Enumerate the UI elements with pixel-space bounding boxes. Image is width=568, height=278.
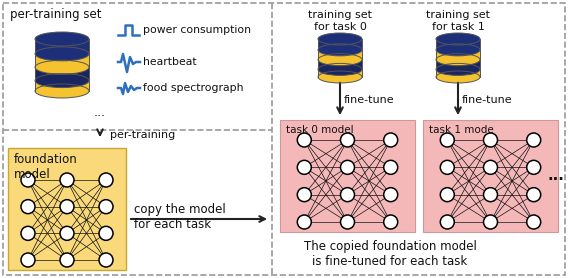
Text: power consumption: power consumption (143, 25, 251, 35)
Text: food spectrograph: food spectrograph (143, 83, 244, 93)
Polygon shape (35, 39, 89, 54)
Ellipse shape (318, 54, 362, 66)
Text: ...: ... (94, 106, 106, 120)
Circle shape (384, 160, 398, 174)
Circle shape (99, 200, 113, 214)
Circle shape (483, 215, 498, 229)
Ellipse shape (35, 74, 89, 88)
Text: training set
for task 0: training set for task 0 (308, 10, 372, 32)
Polygon shape (436, 39, 480, 50)
Ellipse shape (318, 63, 362, 75)
Circle shape (483, 133, 498, 147)
Text: per-training: per-training (110, 130, 176, 140)
Polygon shape (318, 39, 362, 50)
Circle shape (340, 160, 354, 174)
Text: ...: ... (548, 168, 565, 182)
Circle shape (297, 215, 311, 229)
Polygon shape (436, 50, 480, 59)
FancyBboxPatch shape (8, 148, 126, 270)
Ellipse shape (436, 71, 480, 83)
Text: The copied foundation model
is fine-tuned for each task: The copied foundation model is fine-tune… (303, 240, 477, 268)
Ellipse shape (436, 54, 480, 66)
Polygon shape (35, 81, 89, 91)
Circle shape (297, 160, 311, 174)
Circle shape (60, 226, 74, 240)
Circle shape (483, 188, 498, 202)
Circle shape (384, 188, 398, 202)
Ellipse shape (436, 63, 480, 75)
Circle shape (340, 133, 354, 147)
Circle shape (440, 160, 454, 174)
Circle shape (483, 160, 498, 174)
Polygon shape (436, 70, 480, 77)
Text: training set
for task 1: training set for task 1 (426, 10, 490, 32)
Ellipse shape (436, 54, 480, 66)
FancyBboxPatch shape (423, 120, 558, 232)
Ellipse shape (436, 33, 480, 45)
Circle shape (440, 133, 454, 147)
Circle shape (297, 188, 311, 202)
Polygon shape (318, 59, 362, 70)
Ellipse shape (35, 84, 89, 98)
Ellipse shape (318, 44, 362, 56)
Circle shape (340, 215, 354, 229)
Text: copy the model
for each task: copy the model for each task (134, 203, 225, 231)
Circle shape (340, 188, 354, 202)
Polygon shape (35, 54, 89, 67)
Polygon shape (318, 70, 362, 77)
Circle shape (99, 226, 113, 240)
Ellipse shape (35, 47, 89, 61)
Circle shape (60, 253, 74, 267)
Text: per-training set: per-training set (10, 8, 102, 21)
Ellipse shape (35, 47, 89, 61)
Text: task 1 mode: task 1 mode (429, 125, 494, 135)
Ellipse shape (35, 32, 89, 46)
Circle shape (60, 173, 74, 187)
Circle shape (384, 133, 398, 147)
Text: fine-tune: fine-tune (344, 95, 395, 105)
Circle shape (527, 188, 541, 202)
Circle shape (527, 160, 541, 174)
Circle shape (21, 173, 35, 187)
Polygon shape (35, 67, 89, 81)
Ellipse shape (318, 33, 362, 45)
Ellipse shape (318, 71, 362, 83)
Circle shape (440, 188, 454, 202)
Text: task 0 model: task 0 model (286, 125, 354, 135)
Circle shape (297, 133, 311, 147)
Circle shape (527, 133, 541, 147)
Circle shape (99, 173, 113, 187)
Ellipse shape (436, 44, 480, 56)
Ellipse shape (318, 54, 362, 66)
Ellipse shape (35, 74, 89, 88)
Ellipse shape (436, 63, 480, 75)
FancyBboxPatch shape (280, 120, 415, 232)
Circle shape (527, 215, 541, 229)
Circle shape (440, 215, 454, 229)
Circle shape (21, 200, 35, 214)
Ellipse shape (318, 63, 362, 75)
Circle shape (384, 215, 398, 229)
Circle shape (60, 200, 74, 214)
Polygon shape (318, 50, 362, 59)
Text: fine-tune: fine-tune (462, 95, 513, 105)
Polygon shape (436, 59, 480, 70)
Text: heartbeat: heartbeat (143, 57, 197, 67)
Circle shape (21, 226, 35, 240)
Text: foundation
model: foundation model (14, 153, 78, 181)
Ellipse shape (35, 60, 89, 74)
Circle shape (99, 253, 113, 267)
Ellipse shape (436, 44, 480, 56)
Circle shape (21, 253, 35, 267)
Ellipse shape (318, 44, 362, 56)
Ellipse shape (35, 60, 89, 74)
